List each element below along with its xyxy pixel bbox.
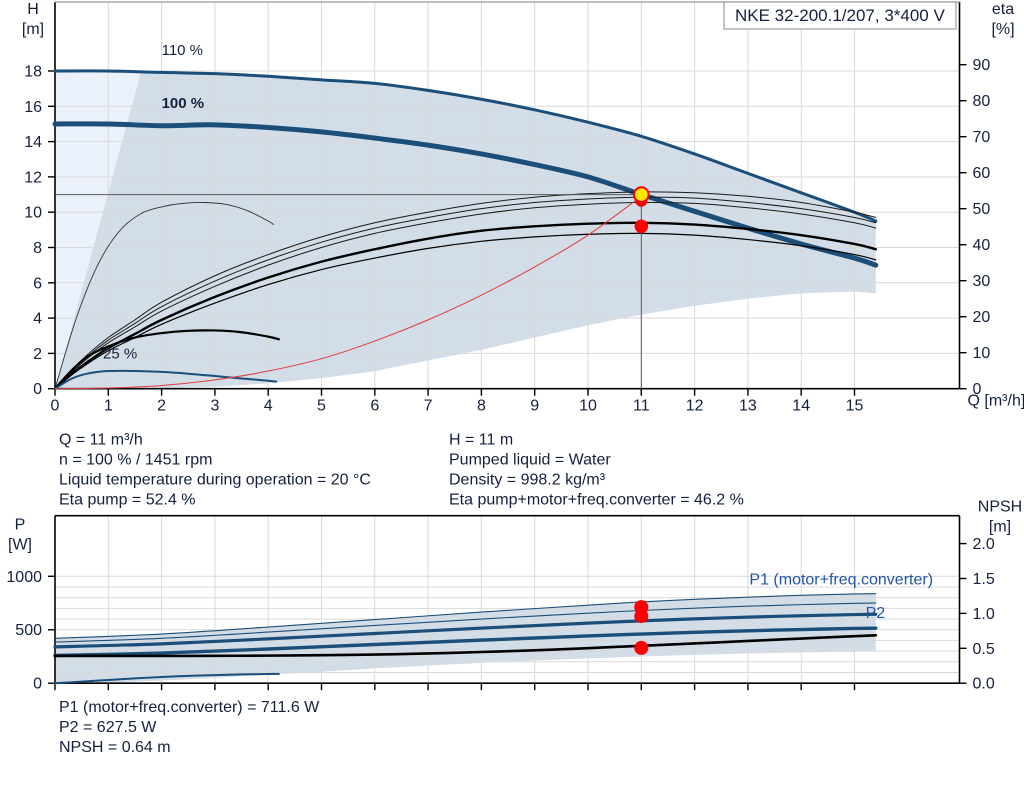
svg-text:18: 18 — [24, 64, 42, 81]
svg-text:50: 50 — [973, 201, 991, 218]
svg-text:0: 0 — [33, 676, 42, 693]
svg-text:14: 14 — [24, 134, 42, 151]
svg-text:16: 16 — [24, 99, 42, 116]
svg-text:NKE 32-200.1/207, 3*400 V: NKE 32-200.1/207, 3*400 V — [735, 6, 945, 25]
svg-text:70: 70 — [973, 129, 991, 146]
svg-text:110 %: 110 % — [162, 42, 203, 59]
svg-text:NPSH = 0.64 m: NPSH = 0.64 m — [59, 739, 171, 756]
svg-text:1000: 1000 — [6, 569, 42, 586]
svg-text:eta: eta — [992, 1, 1014, 18]
svg-text:6: 6 — [370, 398, 379, 415]
svg-text:30: 30 — [973, 273, 991, 290]
svg-text:P1 (motor+freq.converter) = 71: P1 (motor+freq.converter) = 711.6 W — [59, 699, 320, 716]
svg-text:n = 100 % / 1451 rpm: n = 100 % / 1451 rpm — [59, 451, 212, 468]
svg-text:P2: P2 — [866, 605, 886, 622]
svg-text:0: 0 — [973, 381, 982, 398]
svg-text:40: 40 — [973, 237, 991, 254]
svg-text:Pumped liquid = Water: Pumped liquid = Water — [449, 451, 611, 468]
svg-text:90: 90 — [973, 57, 991, 74]
svg-text:1.5: 1.5 — [973, 571, 995, 588]
svg-text:4: 4 — [33, 311, 42, 328]
svg-text:8: 8 — [33, 240, 42, 257]
svg-text:[W]: [W] — [8, 537, 32, 554]
svg-text:3: 3 — [210, 398, 219, 415]
svg-text:7: 7 — [424, 398, 433, 415]
svg-text:4: 4 — [264, 398, 273, 415]
svg-text:H: H — [27, 1, 39, 18]
svg-text:Density = 998.2 kg/m³: Density = 998.2 kg/m³ — [449, 471, 606, 488]
svg-text:P1 (motor+freq.converter): P1 (motor+freq.converter) — [749, 572, 933, 589]
svg-text:8: 8 — [477, 398, 486, 415]
svg-text:60: 60 — [973, 165, 991, 182]
svg-text:Liquid temperature during oper: Liquid temperature during operation = 20… — [59, 471, 371, 488]
svg-text:1: 1 — [104, 398, 113, 415]
svg-text:Q = 11 m³/h: Q = 11 m³/h — [59, 431, 143, 448]
svg-text:500: 500 — [15, 622, 42, 639]
svg-text:10: 10 — [579, 398, 597, 415]
svg-text:0: 0 — [51, 398, 60, 415]
svg-text:P2 = 627.5 W: P2 = 627.5 W — [59, 719, 157, 736]
svg-text:25 %: 25 % — [103, 346, 137, 363]
svg-text:12: 12 — [24, 169, 42, 186]
svg-text:Eta pump+motor+freq.converter: Eta pump+motor+freq.converter = 46.2 % — [449, 491, 744, 508]
svg-text:12: 12 — [686, 398, 704, 415]
svg-text:9: 9 — [530, 398, 539, 415]
svg-text:14: 14 — [792, 398, 810, 415]
svg-text:80: 80 — [973, 93, 991, 110]
svg-text:[%]: [%] — [991, 21, 1014, 38]
svg-text:11: 11 — [633, 398, 650, 415]
svg-text:NPSH: NPSH — [978, 499, 1022, 516]
svg-text:13: 13 — [739, 398, 757, 415]
svg-text:[m]: [m] — [989, 519, 1011, 536]
svg-text:0.5: 0.5 — [973, 641, 995, 658]
svg-text:Eta pump = 52.4 %: Eta pump = 52.4 % — [59, 491, 196, 508]
svg-text:15: 15 — [846, 398, 864, 415]
svg-text:2: 2 — [33, 346, 42, 363]
svg-text:1.0: 1.0 — [973, 606, 995, 623]
svg-text:P: P — [15, 517, 26, 534]
svg-text:6: 6 — [33, 275, 42, 292]
svg-text:2.0: 2.0 — [973, 536, 995, 553]
svg-text:[m]: [m] — [22, 21, 44, 38]
svg-text:H = 11 m: H = 11 m — [449, 431, 513, 448]
svg-text:2: 2 — [157, 398, 166, 415]
svg-text:5: 5 — [317, 398, 326, 415]
svg-text:0: 0 — [33, 381, 42, 398]
svg-text:0.0: 0.0 — [973, 676, 995, 693]
svg-text:20: 20 — [973, 309, 991, 326]
svg-text:10: 10 — [24, 205, 42, 222]
svg-text:10: 10 — [973, 345, 991, 362]
svg-text:100 %: 100 % — [162, 95, 205, 112]
